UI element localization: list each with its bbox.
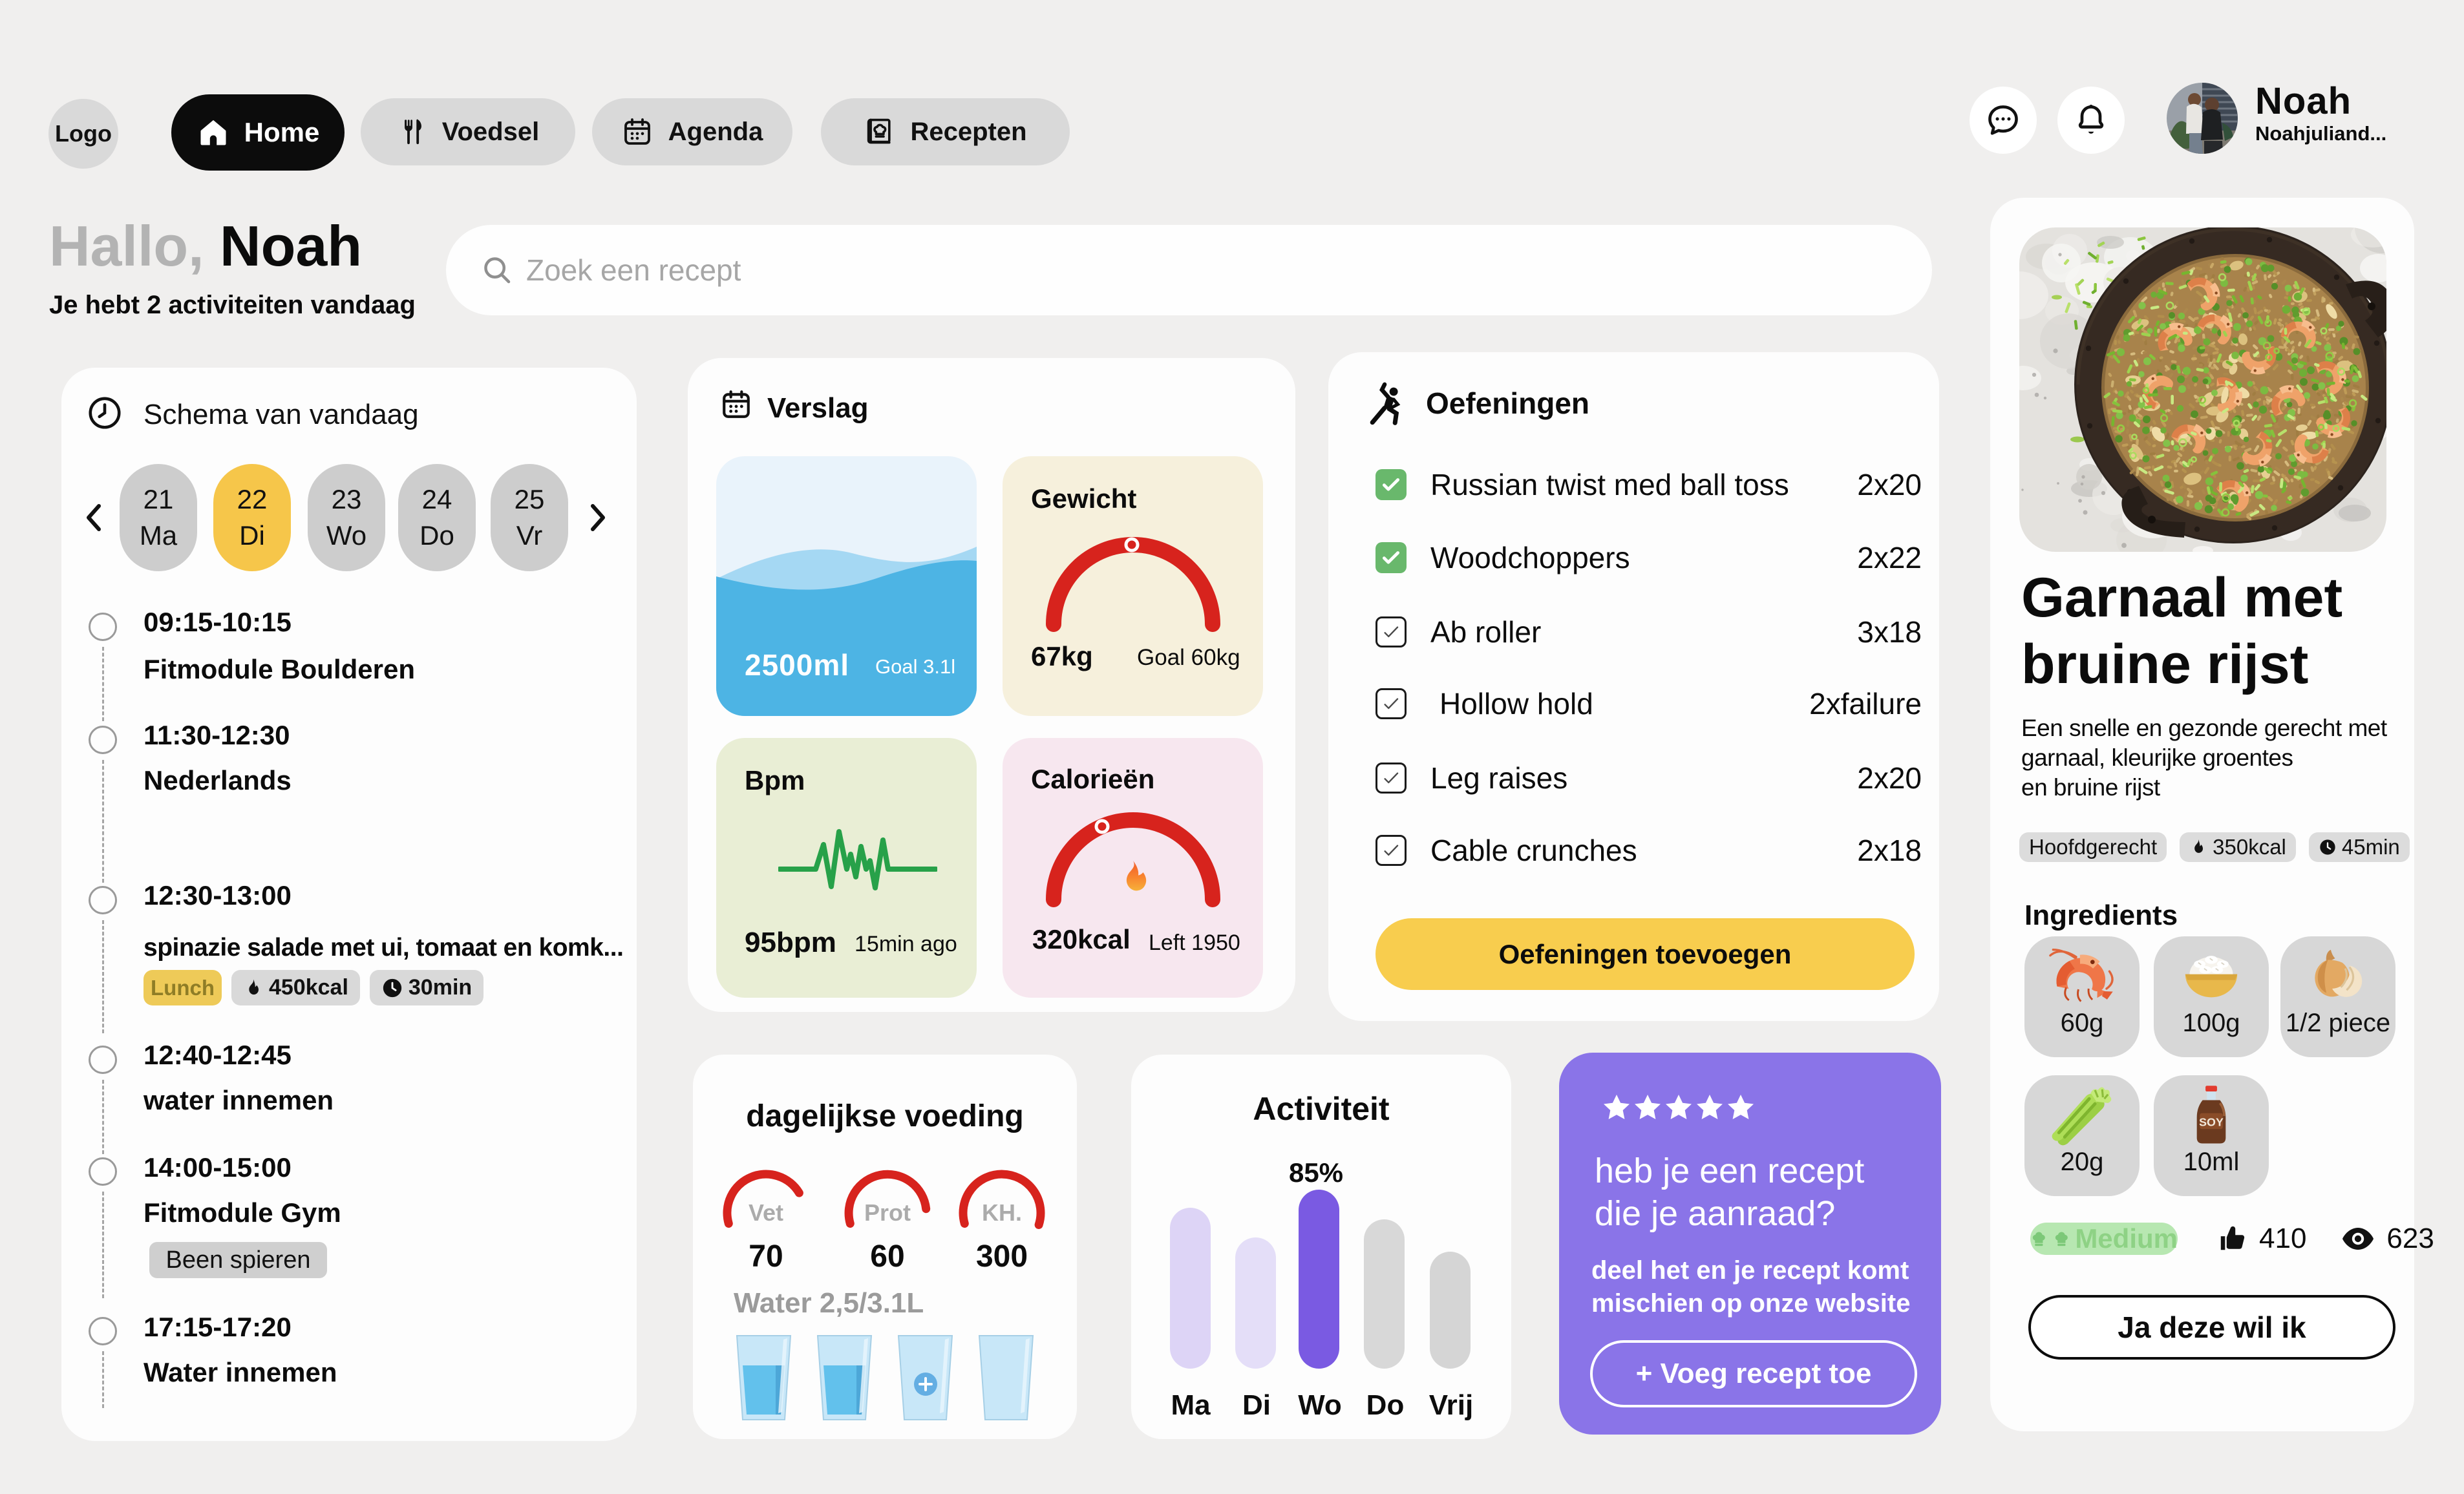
svg-text:Vet: Vet <box>749 1199 783 1226</box>
svg-text:Prot: Prot <box>864 1199 911 1226</box>
svg-text:SOY: SOY <box>2199 1116 2224 1129</box>
svg-text:KH.: KH. <box>982 1199 1022 1226</box>
